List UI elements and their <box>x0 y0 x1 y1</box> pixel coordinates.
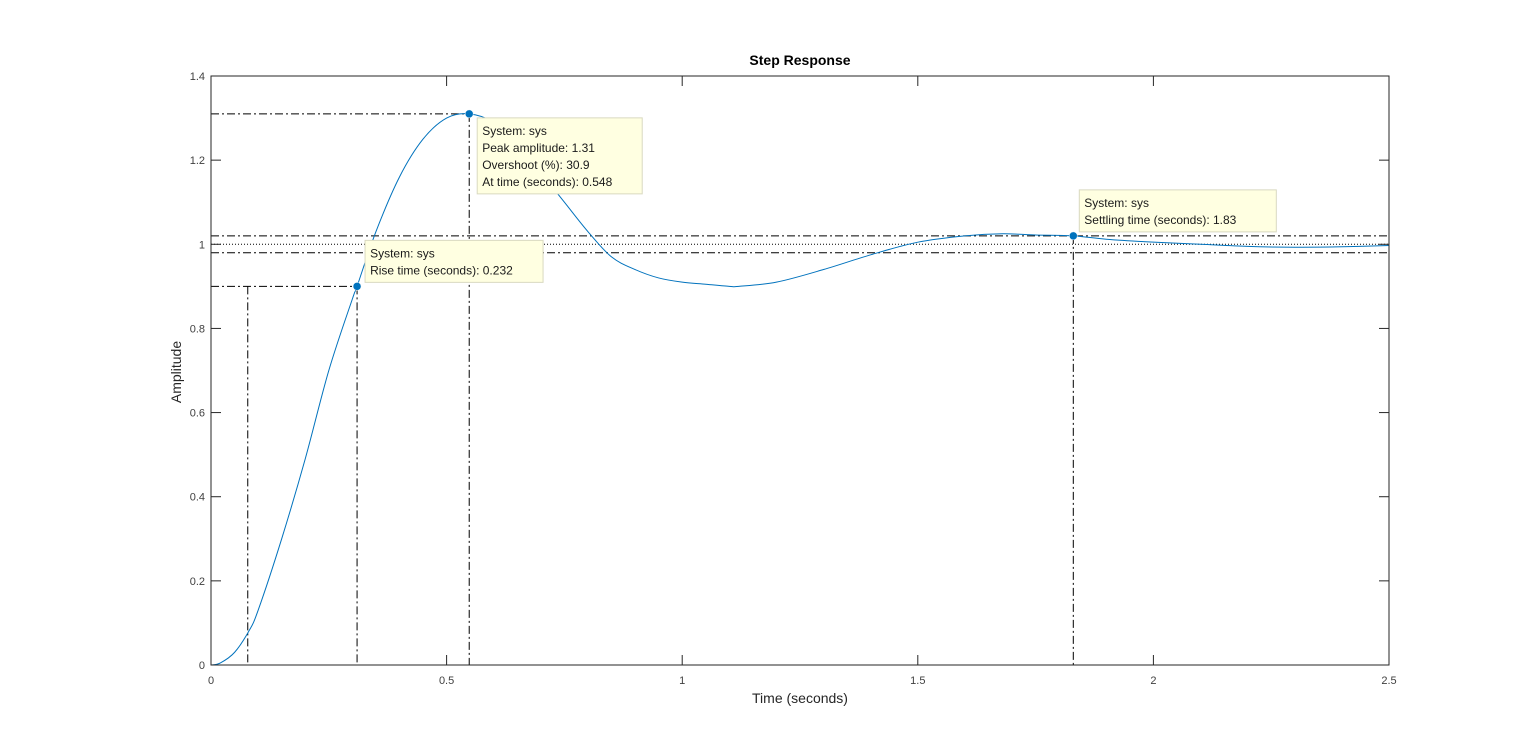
x-tick-label: 0 <box>208 675 214 687</box>
datatip-settling[interactable]: System: sys Settling time (seconds): 1.83 <box>1069 189 1277 241</box>
datatip-peak[interactable]: System: sys Peak amplitude: 1.31 Overshoot… <box>464 109 643 195</box>
datatip-box-peak[interactable] <box>476 117 643 195</box>
datatip-marker-rise[interactable] <box>352 282 362 291</box>
axes-box <box>210 75 1390 666</box>
datatip-text-peak: System: sys <box>482 124 547 138</box>
y-tick-label: 1.2 <box>190 155 205 167</box>
datatip-text-peak: At time (seconds): 0.548 <box>482 175 612 189</box>
datatip-marker-settling[interactable] <box>1069 231 1078 241</box>
axes: 0 0.5 1 1.5 2 2.5 0 0.2 0.4 0.6 0.8 1 1.2 1.4 <box>190 71 1397 687</box>
datatip-text-peak: Peak amplitude: 1.31 <box>482 141 595 155</box>
y-tick-label: 0.2 <box>190 576 205 588</box>
x-tick-label: 1 <box>679 675 685 687</box>
datatip-marker-peak[interactable] <box>464 109 474 119</box>
plot-area <box>211 76 1389 665</box>
y-axis-label: Amplitude <box>168 341 184 403</box>
y-tick-label: 0 <box>199 660 205 672</box>
datatip-text-settling: System: sys <box>1084 196 1149 210</box>
datatip-box-rise[interactable] <box>364 239 544 283</box>
y-tick-label: 0.4 <box>190 492 205 504</box>
x-axis-label: Time (seconds) <box>752 690 848 706</box>
x-tick-label: 2.5 <box>1381 675 1396 687</box>
x-tick-label: 2 <box>1150 675 1156 687</box>
x-tick-label: 1.5 <box>910 675 925 687</box>
datatip-box-settling[interactable] <box>1078 189 1277 233</box>
chart-title: Step Response <box>749 52 850 68</box>
datatip-rise[interactable]: System: sys Rise time (seconds): 0.232 <box>352 239 544 291</box>
y-tick-label: 0.6 <box>190 408 205 420</box>
datatip-text-rise: Rise time (seconds): 0.232 <box>370 263 513 277</box>
datatip-text-rise: System: sys <box>370 246 435 260</box>
datatip-text-settling: Settling time (seconds): 1.83 <box>1084 213 1236 227</box>
y-tick-label: 1.4 <box>190 71 205 83</box>
y-tick-label: 1 <box>199 239 205 251</box>
plot-background <box>211 76 1389 665</box>
y-tick-label: 0.8 <box>190 323 205 335</box>
datatip-text-peak: Overshoot (%): 30.9 <box>482 158 590 172</box>
x-tick-label: 0.5 <box>439 675 454 687</box>
